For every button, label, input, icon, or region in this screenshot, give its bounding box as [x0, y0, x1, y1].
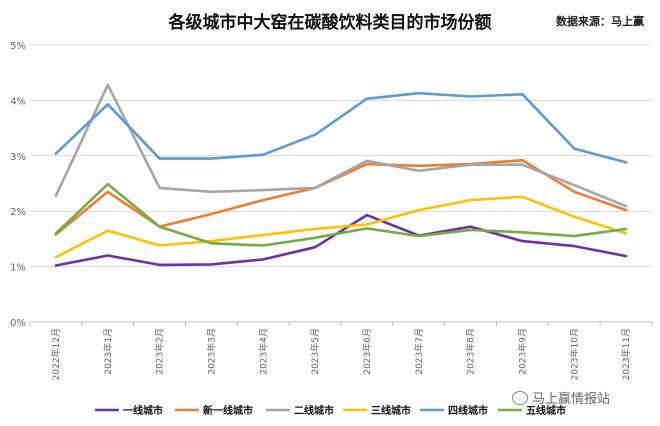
series-line	[54, 213, 628, 267]
legend-label: 二线城市	[294, 404, 334, 417]
x-tick-label: 2022年12月	[50, 328, 62, 380]
legend-label: 一线城市	[123, 404, 163, 417]
series-line	[54, 83, 628, 208]
x-tick-label: 2023年6月	[361, 328, 373, 375]
legend-label: 新一线城市	[203, 404, 253, 417]
x-tick-label: 2023年11月	[620, 328, 632, 380]
watermark-text: 马上赢情报站	[532, 392, 611, 407]
x-tick-label: 2023年3月	[205, 328, 217, 375]
x-tick-label: 2023年2月	[154, 328, 166, 375]
chart-title: 各级城市中大窑在碳酸饮料类目的市场份额	[168, 13, 492, 33]
x-tick-label: 2023年9月	[516, 328, 528, 375]
series-line	[54, 195, 628, 259]
x-tick-label: 2023年1月	[102, 328, 114, 375]
y-tick-label: 3%	[10, 152, 26, 163]
y-tick-label: 5%	[10, 41, 26, 52]
legend-label: 五线城市	[526, 404, 566, 417]
y-tick-label: 1%	[10, 263, 26, 274]
y-tick-label: 0%	[10, 318, 26, 329]
series-line	[54, 91, 628, 164]
y-tick-label: 2%	[10, 207, 26, 218]
watermark: 马上赢情报站	[512, 388, 610, 407]
series-line	[54, 182, 628, 247]
x-tick-label: 2023年7月	[413, 328, 425, 375]
source-note: 数据来源：马上赢	[556, 15, 644, 28]
y-tick-label: 4%	[10, 96, 26, 107]
x-tick-label: 2023年4月	[257, 328, 269, 375]
legend-label: 四线城市	[448, 404, 488, 417]
x-tick-label: 2023年10月	[568, 328, 580, 380]
x-tick-label: 2023年8月	[465, 328, 477, 375]
wechat-icon	[512, 391, 528, 405]
x-tick-label: 2023年5月	[309, 328, 321, 375]
legend-label: 三线城市	[371, 404, 411, 417]
